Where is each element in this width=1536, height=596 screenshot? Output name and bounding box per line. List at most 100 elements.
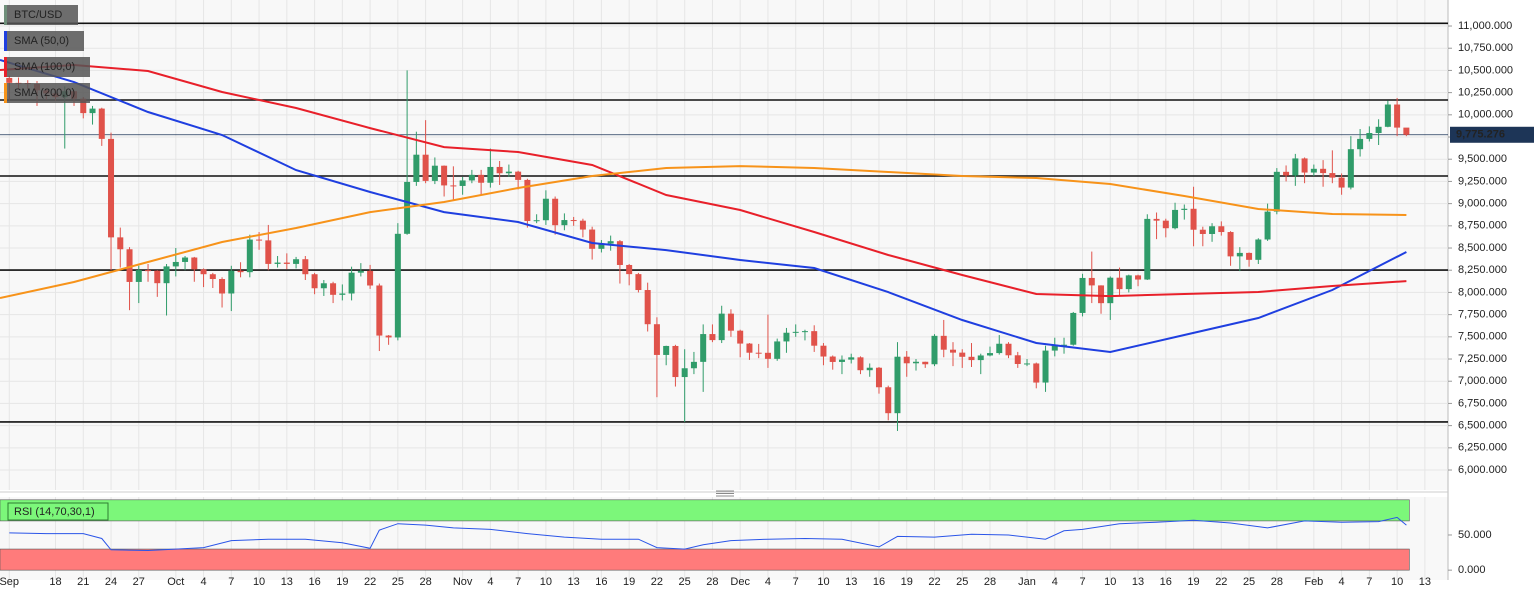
x-tick-label: 4 bbox=[200, 576, 206, 588]
candle-body bbox=[496, 166, 503, 174]
x-tick-label: 7 bbox=[515, 576, 521, 588]
x-tick-label: 13 bbox=[1419, 576, 1431, 588]
y-tick-label: 8,500.000 bbox=[1458, 242, 1507, 254]
candle-body bbox=[774, 341, 781, 359]
rsi-legend-label: RSI (14,70,30,1) bbox=[14, 506, 95, 518]
candle-body bbox=[367, 270, 374, 286]
x-tick-label: Nov bbox=[453, 576, 473, 588]
candle-body bbox=[996, 343, 1003, 354]
candle-body bbox=[459, 180, 466, 186]
legend-box[interactable] bbox=[4, 5, 78, 25]
candle-body bbox=[154, 270, 161, 284]
sma-line bbox=[0, 63, 1407, 298]
x-tick-label: 19 bbox=[1187, 576, 1199, 588]
candle-body bbox=[487, 166, 494, 183]
legend-box[interactable] bbox=[4, 31, 84, 51]
candle-body bbox=[885, 387, 892, 414]
candle-body bbox=[1301, 158, 1308, 173]
x-tick-label: 13 bbox=[281, 576, 293, 588]
candle-body bbox=[792, 331, 799, 333]
candle-body bbox=[690, 361, 697, 369]
x-tick-label: 16 bbox=[1160, 576, 1172, 588]
x-tick-label: 16 bbox=[595, 576, 607, 588]
candles bbox=[6, 70, 1410, 431]
drag-handle[interactable] bbox=[716, 490, 734, 497]
legend-box[interactable] bbox=[4, 83, 90, 103]
y-tick-label: 9,000.000 bbox=[1458, 198, 1507, 210]
x-tick-label: 7 bbox=[793, 576, 799, 588]
candle-body bbox=[718, 313, 725, 341]
candle-body bbox=[1273, 171, 1280, 212]
x-tick-label: 25 bbox=[679, 576, 691, 588]
candle-body bbox=[653, 324, 660, 355]
x-tick-label: 25 bbox=[1243, 576, 1255, 588]
candle-body bbox=[1051, 344, 1058, 351]
x-tick-label: 10 bbox=[253, 576, 265, 588]
candle-body bbox=[1227, 232, 1234, 257]
candle-body bbox=[1209, 226, 1216, 234]
rsi-line bbox=[9, 516, 1407, 552]
last-price-box bbox=[1450, 126, 1534, 143]
x-tick-label: 19 bbox=[901, 576, 913, 588]
candle-body bbox=[903, 356, 910, 364]
y-tick-label: 10,000.000 bbox=[1458, 109, 1513, 121]
candle-body bbox=[274, 262, 281, 264]
candle-body bbox=[589, 229, 596, 249]
x-tick-label: 22 bbox=[651, 576, 663, 588]
candle-body bbox=[1329, 173, 1336, 178]
candle-body bbox=[977, 355, 984, 361]
candle-body bbox=[848, 357, 855, 360]
candle-body bbox=[283, 262, 290, 264]
x-tick-label: 4 bbox=[1052, 576, 1058, 588]
rsi-y-tick-label: 50.000 bbox=[1458, 529, 1492, 541]
y-tick-label: 10,500.000 bbox=[1458, 64, 1513, 76]
x-tick-label: Feb bbox=[1304, 576, 1323, 588]
x-tick-label: 24 bbox=[105, 576, 117, 588]
candle-body bbox=[376, 285, 383, 336]
candle-body bbox=[394, 233, 401, 338]
y-tick-label: 7,750.000 bbox=[1458, 309, 1507, 321]
rsi-zone bbox=[0, 499, 1410, 522]
candle-body bbox=[801, 331, 808, 333]
x-tick-label: 4 bbox=[1339, 576, 1345, 588]
x-tick-label: 10 bbox=[1104, 576, 1116, 588]
candle-body bbox=[1403, 127, 1410, 135]
candle-body bbox=[1061, 344, 1068, 346]
x-tick-label: Sep bbox=[0, 576, 19, 588]
legend-box[interactable] bbox=[4, 57, 90, 77]
candle-body bbox=[1283, 171, 1290, 176]
candle-body bbox=[302, 259, 309, 275]
y-tick-label: 10,250.000 bbox=[1458, 87, 1513, 99]
candle-body bbox=[422, 154, 429, 181]
x-tick-label: 16 bbox=[873, 576, 885, 588]
y-tick-label: 6,250.000 bbox=[1458, 442, 1507, 454]
candle-body bbox=[1144, 218, 1151, 280]
candle-body bbox=[737, 330, 744, 344]
candle-body bbox=[1014, 355, 1021, 364]
candle-body bbox=[533, 220, 540, 222]
candle-body bbox=[1098, 285, 1105, 304]
candle-body bbox=[764, 352, 771, 359]
candle-body bbox=[838, 359, 845, 362]
candle-body bbox=[987, 353, 994, 356]
candle-body bbox=[515, 171, 522, 180]
x-tick-label: Jan bbox=[1018, 576, 1036, 588]
candle-body bbox=[1320, 168, 1327, 174]
candle-body bbox=[219, 279, 226, 294]
candle-body bbox=[145, 270, 152, 272]
sma-line bbox=[0, 165, 1407, 299]
price-panel bbox=[0, 0, 1448, 490]
candle-body bbox=[191, 257, 198, 270]
rsi-y-tick-label: 0.000 bbox=[1458, 564, 1486, 576]
x-tick-label: 16 bbox=[308, 576, 320, 588]
y-tick-label: 6,750.000 bbox=[1458, 397, 1507, 409]
candle-body bbox=[209, 274, 216, 280]
candle-body bbox=[330, 283, 337, 295]
grid bbox=[0, 0, 1448, 580]
x-tick-label: 22 bbox=[928, 576, 940, 588]
x-tick-label: 4 bbox=[487, 576, 493, 588]
x-tick-label: 7 bbox=[1079, 576, 1085, 588]
candle-body bbox=[1338, 177, 1345, 188]
